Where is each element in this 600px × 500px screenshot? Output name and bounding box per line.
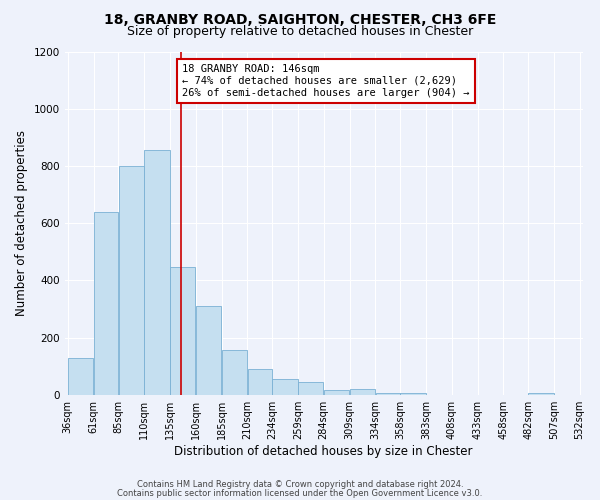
Bar — [298, 382, 323, 394]
Bar — [196, 306, 221, 394]
Bar — [350, 389, 375, 394]
Bar — [68, 358, 94, 395]
Bar — [119, 166, 144, 394]
Text: 18 GRANBY ROAD: 146sqm
← 74% of detached houses are smaller (2,629)
26% of semi-: 18 GRANBY ROAD: 146sqm ← 74% of detached… — [182, 64, 470, 98]
Text: Size of property relative to detached houses in Chester: Size of property relative to detached ho… — [127, 25, 473, 38]
Bar — [272, 379, 298, 394]
Bar — [170, 268, 196, 394]
Bar — [248, 369, 272, 394]
Bar — [324, 390, 349, 394]
Text: 18, GRANBY ROAD, SAIGHTON, CHESTER, CH3 6FE: 18, GRANBY ROAD, SAIGHTON, CHESTER, CH3 … — [104, 12, 496, 26]
Bar — [94, 212, 118, 394]
X-axis label: Distribution of detached houses by size in Chester: Distribution of detached houses by size … — [175, 444, 473, 458]
Y-axis label: Number of detached properties: Number of detached properties — [15, 130, 28, 316]
Bar — [222, 350, 247, 395]
Text: Contains HM Land Registry data © Crown copyright and database right 2024.: Contains HM Land Registry data © Crown c… — [137, 480, 463, 489]
Text: Contains public sector information licensed under the Open Government Licence v3: Contains public sector information licen… — [118, 488, 482, 498]
Bar — [145, 150, 170, 394]
